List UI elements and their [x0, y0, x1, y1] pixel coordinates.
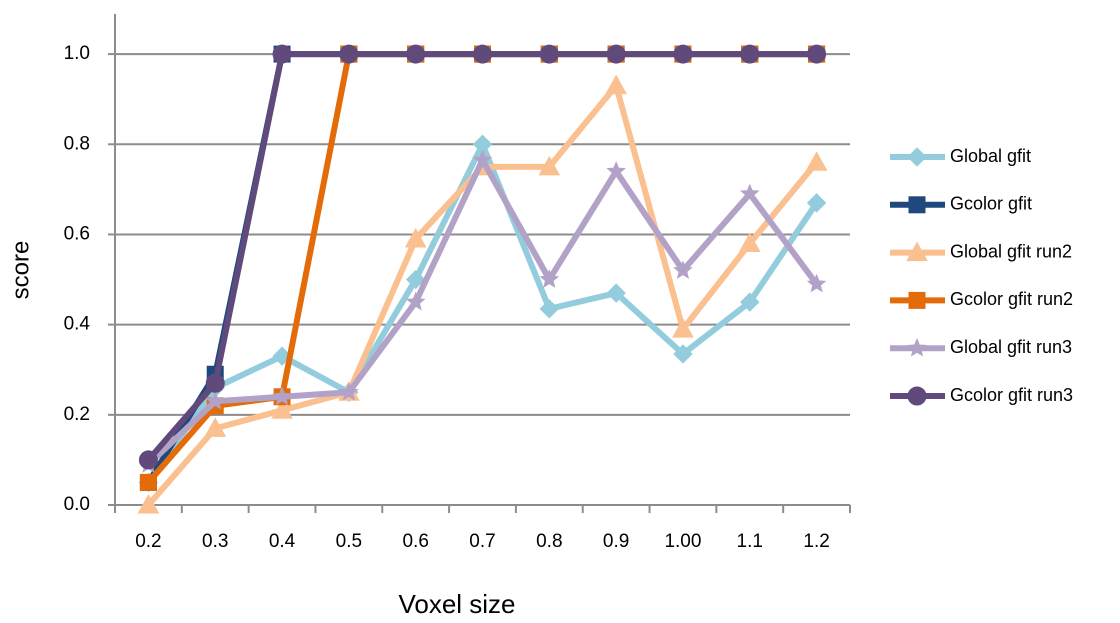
- marker: [404, 227, 427, 248]
- marker: [673, 344, 693, 364]
- legend-item: Global gfit run2: [890, 241, 1072, 261]
- marker: [539, 299, 560, 319]
- legend-label: Gcolor gfit: [950, 194, 1032, 214]
- marker: [406, 44, 426, 64]
- y-tick-label: 1.0: [64, 43, 90, 64]
- x-tick-label: 0.5: [336, 531, 362, 552]
- marker: [673, 260, 693, 279]
- marker: [805, 151, 828, 171]
- marker: [204, 417, 227, 437]
- y-tick-label: 0.2: [64, 404, 90, 425]
- marker: [908, 291, 926, 309]
- x-tick-label: 0.7: [469, 531, 495, 552]
- y-axis-title: score: [7, 241, 34, 300]
- marker: [740, 292, 760, 312]
- marker: [806, 273, 827, 293]
- legend-label: Global gfit run3: [950, 337, 1072, 357]
- marker: [139, 473, 157, 491]
- x-tick-label: 0.6: [402, 531, 428, 552]
- legend-item: Gcolor gfit: [890, 194, 1032, 214]
- legend-item: Gcolor gfit run3: [890, 385, 1073, 406]
- marker: [339, 44, 359, 64]
- y-tick-label: 0.0: [64, 494, 90, 515]
- marker: [672, 318, 694, 338]
- marker: [405, 291, 426, 311]
- y-tick-label: 0.6: [64, 223, 90, 244]
- x-axis-title: Voxel size: [398, 589, 515, 619]
- legend-label: Global gfit: [950, 146, 1031, 166]
- marker: [673, 44, 693, 64]
- marker: [738, 232, 761, 252]
- marker: [205, 373, 225, 393]
- marker: [906, 241, 928, 262]
- marker: [908, 196, 926, 214]
- marker: [272, 44, 292, 64]
- marker: [339, 381, 359, 401]
- marker: [606, 283, 626, 303]
- y-tick-label: 0.4: [64, 314, 91, 335]
- marker: [539, 269, 560, 288]
- x-tick-label: 0.8: [536, 531, 562, 552]
- marker: [907, 386, 927, 406]
- marker: [907, 147, 927, 167]
- marker: [137, 493, 160, 514]
- marker: [606, 161, 626, 180]
- legend-item: Global gfit: [890, 146, 1031, 167]
- y-tick-labels: 0.0 0.2 0.4 0.6 0.8 1.0: [64, 43, 91, 515]
- legend-label: Global gfit run2: [950, 241, 1072, 261]
- y-tick-label: 0.8: [64, 133, 90, 154]
- x-tick-label: 0.2: [135, 531, 161, 552]
- marker: [205, 390, 226, 410]
- marker: [473, 44, 492, 64]
- x-tick-label: 1.2: [803, 531, 829, 552]
- x-tick-label: 0.4: [269, 531, 296, 552]
- marker: [538, 155, 561, 176]
- series: [138, 134, 827, 493]
- marker: [739, 183, 760, 203]
- legend-label: Gcolor gfit run2: [950, 289, 1073, 309]
- marker: [806, 193, 827, 213]
- series: [138, 149, 827, 473]
- legend-label: Gcolor gfit run3: [950, 385, 1073, 405]
- marker: [272, 386, 292, 406]
- marker: [472, 149, 493, 169]
- marker: [606, 44, 626, 64]
- x-tick-label: 0.3: [202, 531, 228, 552]
- x-tick-label: 1.1: [737, 531, 763, 552]
- series-line: [145, 141, 820, 485]
- x-tick-label: 1.00: [664, 531, 701, 552]
- marker: [539, 44, 559, 64]
- marker: [405, 269, 426, 290]
- marker: [740, 44, 760, 64]
- marker: [907, 337, 927, 357]
- legend-item: Gcolor gfit run2: [890, 289, 1073, 309]
- series: [138, 44, 827, 470]
- marker: [807, 44, 827, 64]
- marker: [271, 399, 293, 419]
- x-tick-label: 0.9: [603, 531, 629, 552]
- marker: [605, 74, 627, 95]
- marker: [138, 450, 158, 470]
- legend-item: Global gfit run3: [890, 337, 1072, 357]
